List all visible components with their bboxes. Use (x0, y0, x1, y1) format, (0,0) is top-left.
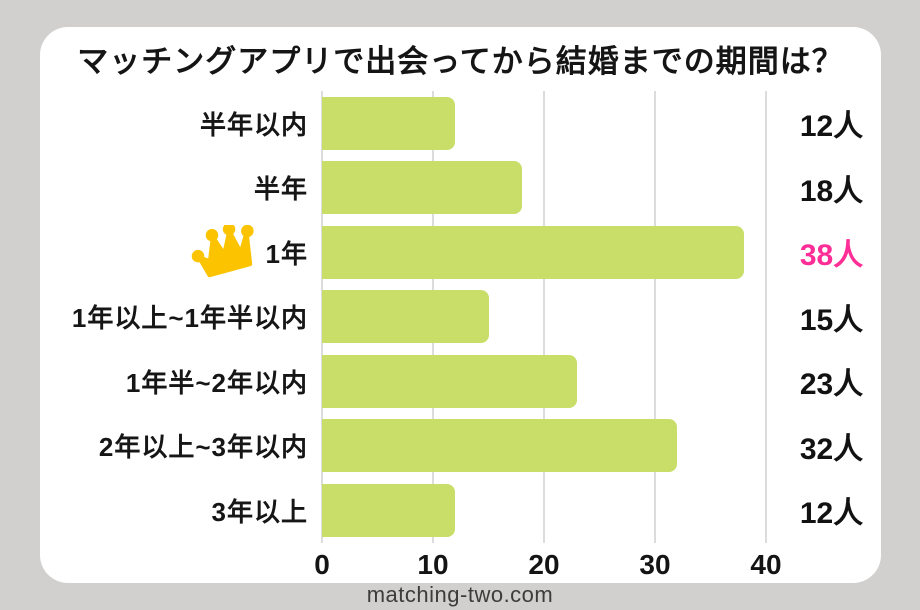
bar (322, 96, 456, 150)
bar-track (322, 96, 766, 150)
bar-track (322, 290, 766, 344)
x-axis: 0 10 20 30 40 (314, 543, 781, 583)
value-label: 38人 (799, 239, 864, 273)
value-label: 12人 (799, 497, 864, 531)
value-label: 12人 (799, 110, 864, 144)
category-label: 2年以上~3年以内 (98, 432, 308, 463)
bar (322, 419, 678, 473)
category-label-cell: 半年以内 (40, 105, 322, 142)
bar-row: 1年半~2年以内 23人 (40, 349, 881, 414)
gridline (654, 91, 656, 543)
crown-icon (191, 225, 254, 278)
category-label-cell: 1年 (40, 225, 322, 279)
bar-track (322, 354, 766, 408)
plot-area: 半年以内 12人 半年 18人 (40, 91, 881, 543)
value-label: 32人 (799, 432, 864, 466)
bar-track (322, 483, 766, 537)
bar (322, 161, 522, 215)
bar (322, 483, 456, 537)
category-label-cell: 3年以上 (40, 492, 322, 529)
bar (322, 225, 744, 279)
bar-row: 半年以内 12人 (40, 91, 881, 156)
bar-track (322, 225, 766, 279)
gridline (543, 91, 545, 543)
x-tick-label: 20 (528, 549, 560, 580)
category-label: 1年半~2年以内 (125, 367, 308, 398)
category-label: 1年以上~1年半以内 (71, 303, 308, 334)
bar-track (322, 419, 766, 473)
site-credit: matching-two.com (366, 582, 554, 607)
category-label-cell: 2年以上~3年以内 (40, 427, 322, 464)
x-tick-label: 10 (417, 549, 449, 580)
category-label-cell: 1年以上~1年半以内 (40, 298, 322, 335)
category-label: 3年以上 (211, 496, 308, 527)
category-label: 半年 (253, 174, 308, 205)
gridline (765, 91, 767, 543)
x-tick-label: 0 (314, 549, 330, 580)
bar (322, 354, 578, 408)
bar (322, 290, 489, 344)
chart-title: マッチングアプリで出会ってから結婚までの期間は？ (77, 44, 844, 79)
bar-row: 3年以上 12人 (40, 478, 881, 543)
chart-card: マッチングアプリで出会ってから結婚までの期間は？ 半年以内 12人 半年 (40, 27, 881, 583)
bar-track (322, 161, 766, 215)
category-label-cell: 1年半~2年以内 (40, 363, 322, 400)
value-label: 15人 (799, 303, 864, 337)
bar-row: 2年以上~3年以内 32人 (40, 414, 881, 479)
category-label: 1年 (265, 238, 308, 269)
bar-row: 1年 38人 (40, 220, 881, 285)
category-label-cell: 半年 (40, 169, 322, 206)
category-label: 半年以内 (199, 109, 308, 140)
value-label: 18人 (799, 174, 864, 208)
x-tick-label: 30 (639, 549, 671, 580)
x-tick-label: 40 (750, 549, 782, 580)
value-label: 23人 (799, 368, 864, 402)
bar-row: 1年以上~1年半以内 15人 (40, 285, 881, 350)
bar-row: 半年 18人 (40, 156, 881, 221)
